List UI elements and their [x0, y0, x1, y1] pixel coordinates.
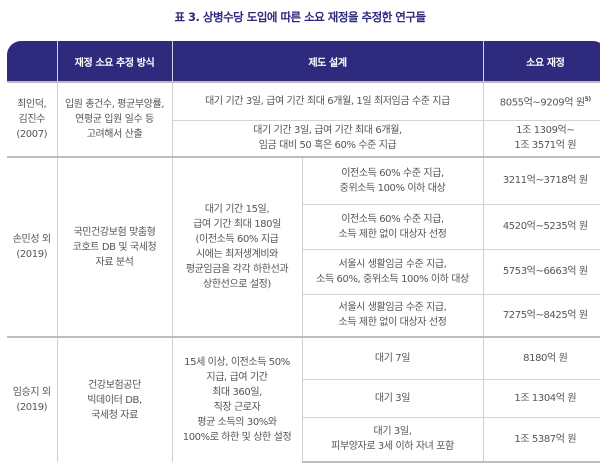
table-row: 임승지 외 (2019) 건강보험공단 빅데이터 DB, 국세청 자료 15세 이상,…	[7, 336, 600, 462]
common-design-cell: 대기 기간 15일, 급여 기간 최대 180일 (이전소득 60% 지급 시에는 최…	[171, 156, 302, 337]
design-cell: 대기 3일, 피부양자로 3세 이하 자녀 포함	[301, 416, 484, 463]
design-cell: 대기 기간 3일, 급여 기간 최대 6개월, 1일 최저임금 수준 지급	[171, 81, 484, 120]
design-cell: 서울시 생활임금 수준 지급, 소득 제한 없이 대상자 선정	[301, 293, 484, 337]
method-cell: 건강보험공단 빅데이터 DB, 국세청 자료	[56, 336, 172, 462]
author-cell: 손민성 외 (2019)	[7, 156, 57, 337]
design-cell: 이전소득 60% 수준 지급, 소득 제한 없이 대상자 선정	[301, 203, 484, 249]
header-author	[7, 41, 57, 82]
header-design: 제도 설계	[171, 41, 484, 82]
author-cell: 최인덕, 김진수 (2007)	[7, 81, 57, 157]
cost-cell: 5753억~6663억 원	[482, 248, 600, 294]
design-cell: 대기 기간 3일, 급여 기간 최대 6개월, 임금 대비 50 혹은 60% 수…	[171, 119, 484, 157]
cost-cell: 4520억~5235억 원	[482, 203, 600, 249]
cost-value: 8055억~9209억 원	[499, 97, 585, 109]
header-method: 재정 소요 추정 방식	[56, 41, 172, 82]
header-cost: 소요 재정	[482, 41, 600, 82]
method-cell: 국민건강보험 맞춤형 코호트 DB 및 국세청 자료 분석	[56, 156, 172, 337]
table-row: 대기 3일 1조 1304억 원	[7, 378, 600, 417]
table-row: 서울시 생활임금 수준 지급, 소득 60%, 중위소득 100% 이하 대상 5…	[7, 248, 600, 294]
cost-cell: 7275억~8425억 원	[482, 293, 600, 337]
method-cell: 입원 총건수, 평균부양률, 연평균 입원 일수 등 고려해서 산출	[56, 81, 172, 157]
table-row: 서울시 생활임금 수준 지급, 소득 제한 없이 대상자 선정 7275억~842…	[7, 293, 600, 337]
author-cell: 임승지 외 (2019)	[7, 336, 57, 462]
table-title: 표 3. 상병수당 도입에 따른 소요 재정을 추정한 연구들	[174, 10, 426, 24]
cost-cell: 1조 1309억~ 1조 3571억 원	[482, 119, 600, 157]
table-row: 손민성 외 (2019) 국민건강보험 맞춤형 코호트 DB 및 국세청 자료 분석 …	[7, 156, 600, 337]
common-design-cell: 15세 이상, 이전소득 50% 지급, 급여 기간 최대 360일, 직장 근로자 평…	[171, 336, 302, 462]
cost-estimate-table: 재정 소요 추정 방식 제도 설계 소요 재정 최인덕, 김진수 (2007) 입원…	[7, 41, 600, 463]
design-cell: 대기 3일	[301, 378, 484, 417]
cost-cell: 3211억~3718억 원	[482, 156, 600, 204]
header-row: 재정 소요 추정 방식 제도 설계 소요 재정	[7, 41, 600, 82]
table-row: 대기 기간 3일, 급여 기간 최대 6개월, 임금 대비 50 혹은 60% 수…	[7, 119, 600, 157]
design-cell: 서울시 생활임금 수준 지급, 소득 60%, 중위소득 100% 이하 대상	[301, 248, 484, 294]
table-row: 이전소득 60% 수준 지급, 소득 제한 없이 대상자 선정 4520억~523…	[7, 203, 600, 249]
cost-cell: 8055억~9209억 원5)	[482, 81, 600, 120]
design-cell: 이전소득 60% 수준 지급, 중위소득 100% 이하 대상	[301, 156, 484, 204]
footnote-marker: 5)	[584, 96, 592, 104]
cost-cell: 1조 1304억 원	[482, 378, 600, 417]
cost-cell: 8180억 원	[482, 336, 600, 379]
cost-cell: 1조 5387억 원	[482, 416, 600, 463]
design-cell: 대기 7일	[301, 336, 484, 379]
table-row: 대기 3일, 피부양자로 3세 이하 자녀 포함 1조 5387억 원	[7, 416, 600, 463]
